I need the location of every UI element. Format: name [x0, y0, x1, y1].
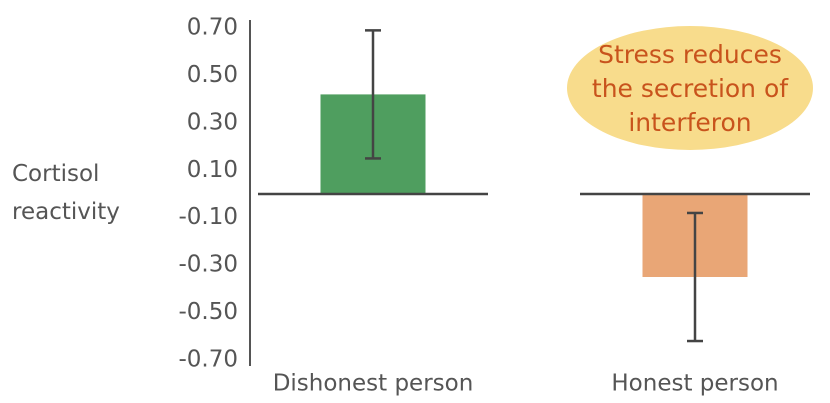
y-tick-label: -0.70 — [178, 347, 238, 373]
y-tick-label: 0.70 — [187, 15, 238, 41]
annotation-bubble — [567, 26, 813, 150]
y-tick-label: -0.10 — [178, 204, 238, 230]
annotation: Stress reduces the secretion of interfer… — [591, 40, 789, 137]
y-tick-label: 0.30 — [187, 109, 238, 135]
y-tick-label: -0.30 — [178, 252, 238, 278]
y-tick-label: 0.10 — [187, 157, 238, 183]
y-tick-label: -0.50 — [178, 299, 238, 325]
y-axis-label: Cortisol reactivity — [12, 161, 120, 225]
y-tick-label: 0.50 — [187, 62, 238, 88]
x-tick-label: Honest person — [611, 371, 778, 397]
x-tick-label: Dishonest person — [273, 371, 474, 397]
